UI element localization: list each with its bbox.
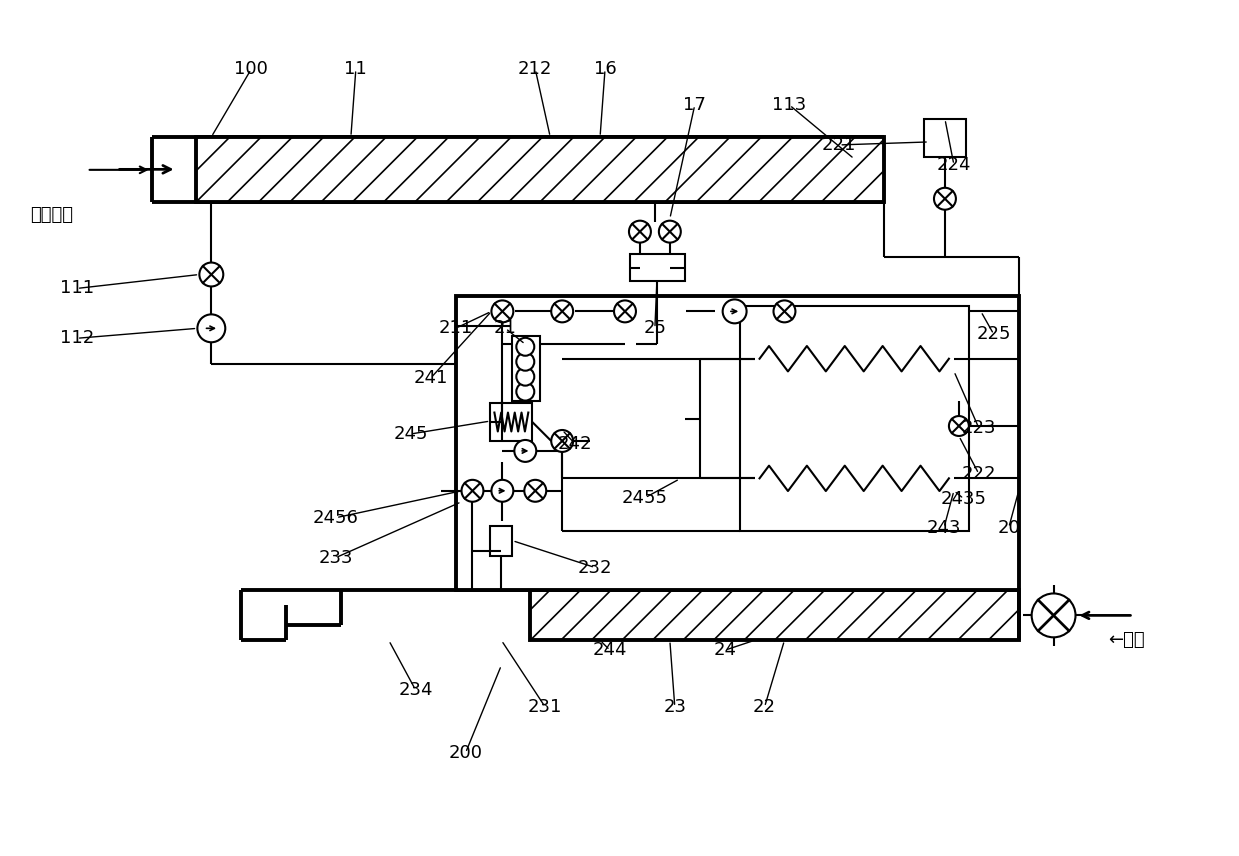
Text: 211: 211 [439, 319, 472, 337]
Text: 23: 23 [663, 698, 686, 716]
Circle shape [659, 221, 680, 242]
Text: 243: 243 [927, 519, 961, 537]
Text: 100: 100 [234, 60, 268, 78]
Bar [491, 403, 533, 441]
Text: 242: 242 [558, 435, 592, 453]
Text: 16: 16 [593, 60, 617, 78]
Text: 17: 17 [684, 96, 706, 114]
Circle shape [629, 221, 650, 242]
Text: 22: 22 [753, 698, 776, 716]
Circle shape [514, 440, 536, 462]
Bar [740, 306, 969, 531]
Circle shape [1032, 593, 1075, 638]
Circle shape [615, 300, 636, 323]
Circle shape [517, 338, 534, 356]
Bar [456, 296, 1018, 591]
Circle shape [934, 187, 957, 210]
Text: 11: 11 [344, 60, 367, 78]
Bar [755, 317, 954, 401]
Text: 2455: 2455 [622, 489, 668, 507]
Circle shape [517, 353, 534, 371]
Text: 241: 241 [414, 369, 447, 387]
Text: ←氧气: ←氧气 [1109, 632, 1145, 650]
Circle shape [492, 480, 513, 502]
Text: 212: 212 [518, 60, 553, 78]
Circle shape [461, 480, 483, 502]
Circle shape [492, 300, 513, 323]
Circle shape [722, 300, 747, 324]
Text: 221: 221 [823, 136, 856, 154]
Text: 25: 25 [643, 319, 667, 337]
Circle shape [199, 263, 223, 287]
Circle shape [551, 430, 574, 452]
Circle shape [949, 416, 969, 436]
Text: 224: 224 [937, 156, 971, 174]
Bar [491, 526, 513, 556]
Text: 24: 24 [714, 641, 736, 659]
Text: 111: 111 [59, 279, 94, 297]
Bar [196, 137, 885, 202]
Text: 2456: 2456 [313, 508, 359, 526]
Text: 234: 234 [399, 681, 432, 699]
Text: 231: 231 [528, 698, 563, 716]
Circle shape [773, 300, 795, 323]
Text: 200: 200 [449, 744, 482, 762]
Bar [530, 591, 1018, 640]
Bar [629, 253, 685, 282]
Text: 20: 20 [997, 519, 1020, 537]
Bar [755, 436, 954, 520]
Text: 113: 113 [772, 96, 807, 114]
Circle shape [524, 480, 546, 502]
Text: 233: 233 [318, 549, 353, 567]
Text: 245: 245 [394, 425, 427, 443]
Circle shape [197, 314, 225, 342]
Text: 232: 232 [577, 559, 612, 577]
Text: 112: 112 [59, 330, 94, 348]
Text: 21: 21 [494, 319, 517, 337]
Circle shape [517, 383, 534, 401]
Circle shape [551, 300, 574, 323]
Text: 225: 225 [976, 325, 1011, 343]
Text: 222: 222 [961, 465, 996, 483]
Text: 高温烟气: 高温烟气 [30, 205, 73, 223]
Bar [924, 119, 966, 157]
Text: 223: 223 [961, 419, 996, 437]
Text: 244: 244 [592, 641, 627, 659]
Circle shape [517, 368, 534, 386]
Text: 2435: 2435 [940, 490, 987, 508]
Bar [513, 336, 540, 401]
